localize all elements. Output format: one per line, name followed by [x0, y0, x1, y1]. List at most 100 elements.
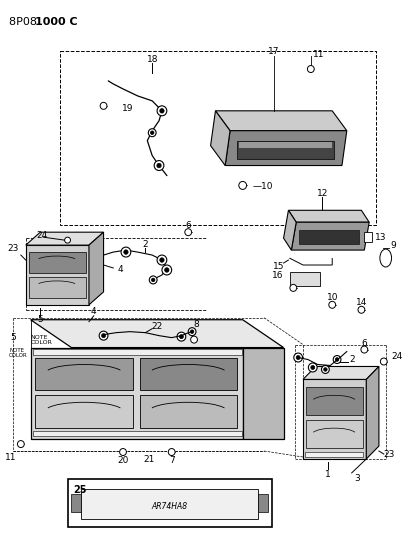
Bar: [29, 277, 86, 298]
Circle shape: [239, 181, 247, 189]
Circle shape: [188, 328, 196, 336]
Text: AR74HA8: AR74HA8: [151, 502, 188, 511]
Circle shape: [190, 330, 194, 334]
Circle shape: [380, 358, 387, 365]
Bar: [305, 452, 363, 457]
Circle shape: [160, 109, 164, 113]
Circle shape: [290, 285, 297, 292]
Polygon shape: [366, 367, 379, 459]
Circle shape: [157, 255, 167, 265]
Circle shape: [157, 106, 167, 116]
Text: 14: 14: [356, 298, 367, 308]
Circle shape: [157, 163, 161, 168]
Circle shape: [308, 363, 317, 372]
Polygon shape: [31, 320, 284, 348]
Text: 23: 23: [8, 244, 19, 253]
Bar: [306, 387, 363, 415]
Circle shape: [185, 229, 192, 236]
Circle shape: [333, 356, 341, 364]
Circle shape: [100, 102, 107, 109]
Circle shape: [65, 237, 70, 243]
Circle shape: [296, 356, 300, 360]
Text: 9: 9: [390, 240, 396, 249]
Circle shape: [329, 301, 336, 308]
Text: 12: 12: [317, 189, 328, 198]
Text: 17: 17: [268, 46, 279, 55]
Bar: [60, 51, 376, 225]
Bar: [36, 358, 133, 390]
Text: 24: 24: [36, 231, 48, 240]
Text: 1000 C: 1000 C: [36, 17, 78, 27]
Circle shape: [154, 160, 164, 171]
Circle shape: [149, 276, 157, 284]
Text: 8P08: 8P08: [9, 17, 41, 27]
Circle shape: [179, 335, 183, 338]
Text: 23: 23: [383, 449, 394, 458]
Text: 6: 6: [361, 339, 367, 348]
Bar: [32, 431, 242, 436]
Polygon shape: [288, 211, 369, 222]
Bar: [290, 272, 320, 286]
Polygon shape: [26, 232, 104, 245]
Text: 20: 20: [117, 456, 129, 465]
Circle shape: [361, 346, 368, 353]
Circle shape: [307, 66, 314, 72]
Bar: [239, 142, 332, 148]
Circle shape: [168, 449, 175, 456]
Polygon shape: [26, 245, 89, 305]
Polygon shape: [303, 379, 366, 459]
Circle shape: [191, 336, 198, 343]
Circle shape: [177, 332, 186, 341]
Text: 25: 25: [73, 485, 87, 495]
Circle shape: [162, 265, 172, 275]
Text: 4: 4: [117, 265, 123, 274]
Circle shape: [311, 366, 315, 369]
Text: 11: 11: [313, 50, 324, 59]
Circle shape: [322, 366, 329, 374]
Text: 18: 18: [147, 54, 158, 63]
Polygon shape: [243, 348, 284, 439]
Polygon shape: [89, 232, 104, 305]
Bar: [364, 232, 372, 242]
Polygon shape: [31, 348, 243, 439]
Text: 24: 24: [392, 352, 403, 361]
Bar: [140, 395, 237, 428]
Bar: [71, 494, 81, 512]
Circle shape: [151, 278, 155, 282]
Ellipse shape: [380, 249, 392, 267]
Bar: [81, 489, 258, 519]
Text: 2: 2: [143, 240, 148, 248]
Bar: [140, 358, 237, 390]
Bar: [29, 252, 86, 273]
Text: 8: 8: [193, 320, 199, 329]
Bar: [32, 349, 242, 354]
Circle shape: [121, 247, 131, 257]
Bar: [68, 479, 272, 527]
Polygon shape: [303, 367, 379, 379]
Bar: [299, 230, 360, 244]
Text: 21: 21: [144, 456, 155, 464]
Polygon shape: [284, 211, 296, 250]
Circle shape: [150, 131, 154, 134]
Bar: [306, 420, 363, 448]
Bar: [237, 141, 334, 158]
Bar: [36, 395, 133, 428]
Text: 1: 1: [326, 471, 331, 479]
Polygon shape: [215, 111, 347, 131]
Bar: [258, 494, 268, 512]
Text: 13: 13: [375, 232, 387, 241]
Text: 22: 22: [151, 322, 163, 331]
Circle shape: [160, 258, 164, 262]
Text: 5: 5: [10, 333, 16, 342]
Text: NOTE
COLOR: NOTE COLOR: [9, 348, 28, 358]
Text: 4: 4: [91, 307, 97, 316]
Text: 19: 19: [122, 104, 134, 114]
Text: 11: 11: [5, 453, 17, 462]
Circle shape: [335, 358, 339, 361]
Circle shape: [119, 449, 126, 456]
Text: 3: 3: [355, 474, 360, 483]
Text: 2: 2: [349, 355, 354, 364]
Text: 6: 6: [185, 221, 191, 230]
Text: 10: 10: [326, 293, 338, 302]
Text: NOTE
COLOR: NOTE COLOR: [31, 335, 53, 345]
